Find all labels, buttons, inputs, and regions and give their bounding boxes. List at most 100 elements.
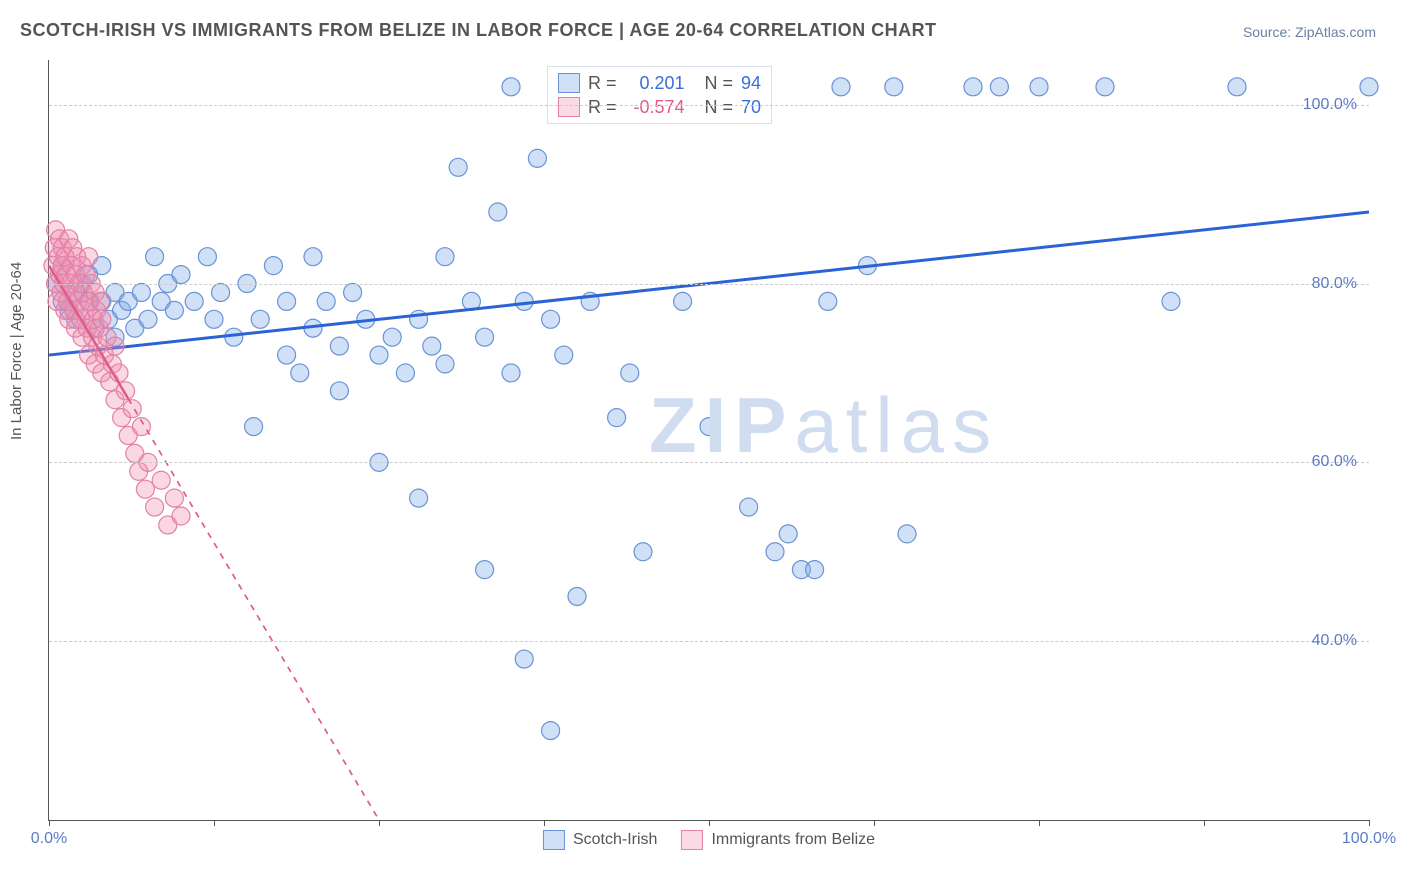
- data-point: [152, 471, 170, 489]
- chart-title: SCOTCH-IRISH VS IMMIGRANTS FROM BELIZE I…: [20, 20, 937, 41]
- data-point: [330, 382, 348, 400]
- data-point: [515, 650, 533, 668]
- data-point: [396, 364, 414, 382]
- x-tick-mark: [544, 820, 545, 826]
- x-tick-label: 100.0%: [1342, 830, 1396, 848]
- data-point: [185, 292, 203, 310]
- data-point: [344, 283, 362, 301]
- data-point: [245, 418, 263, 436]
- data-point: [542, 722, 560, 740]
- n-value: 70: [741, 97, 761, 118]
- data-point: [898, 525, 916, 543]
- data-point: [136, 480, 154, 498]
- data-point: [634, 543, 652, 561]
- y-tick-label: 80.0%: [1312, 275, 1357, 293]
- data-point: [198, 248, 216, 266]
- data-point: [291, 364, 309, 382]
- data-point: [542, 310, 560, 328]
- data-point: [740, 498, 758, 516]
- gridline-horizontal: [49, 284, 1369, 285]
- data-point: [819, 292, 837, 310]
- series-name: Immigrants from Belize: [711, 831, 875, 849]
- data-point: [423, 337, 441, 355]
- source-label: Source:: [1243, 24, 1295, 40]
- y-tick-label: 40.0%: [1312, 632, 1357, 650]
- source-attribution: Source: ZipAtlas.com: [1243, 24, 1376, 40]
- x-tick-mark: [379, 820, 380, 826]
- data-point: [1360, 78, 1378, 96]
- x-tick-label: 0.0%: [31, 830, 67, 848]
- x-tick-mark: [874, 820, 875, 826]
- legend-swatch: [543, 830, 565, 850]
- data-point: [990, 78, 1008, 96]
- x-tick-mark: [1369, 820, 1370, 826]
- n-value: 94: [741, 73, 761, 94]
- data-point: [165, 489, 183, 507]
- y-tick-label: 60.0%: [1312, 453, 1357, 471]
- source-value: ZipAtlas.com: [1295, 24, 1376, 40]
- data-point: [370, 346, 388, 364]
- data-point: [330, 337, 348, 355]
- data-point: [1228, 78, 1246, 96]
- data-point: [139, 310, 157, 328]
- n-label: N =: [705, 73, 734, 94]
- data-point: [212, 283, 230, 301]
- data-point: [251, 310, 269, 328]
- data-point: [132, 283, 150, 301]
- data-point: [476, 328, 494, 346]
- series-legend: Scotch-Irish Immigrants from Belize: [543, 830, 875, 850]
- data-point: [436, 355, 454, 373]
- data-point: [410, 489, 428, 507]
- legend-swatch: [558, 97, 580, 117]
- data-point: [964, 78, 982, 96]
- r-label: R =: [588, 73, 617, 94]
- data-point: [1096, 78, 1114, 96]
- legend-swatch: [558, 73, 580, 93]
- data-point: [146, 498, 164, 516]
- n-label: N =: [705, 97, 734, 118]
- data-point: [1162, 292, 1180, 310]
- x-tick-mark: [49, 820, 50, 826]
- data-point: [278, 292, 296, 310]
- data-point: [172, 266, 190, 284]
- r-value: -0.574: [625, 97, 685, 118]
- data-point: [278, 346, 296, 364]
- data-point: [621, 364, 639, 382]
- legend-row: R = 0.201 N = 94: [558, 71, 761, 95]
- gridline-horizontal: [49, 462, 1369, 463]
- data-point: [449, 158, 467, 176]
- legend-swatch: [681, 830, 703, 850]
- data-point: [528, 149, 546, 167]
- data-point: [106, 337, 124, 355]
- gridline-horizontal: [49, 641, 1369, 642]
- legend-row: R = -0.574 N = 70: [558, 95, 761, 119]
- gridline-horizontal: [49, 105, 1369, 106]
- data-point: [205, 310, 223, 328]
- data-point: [304, 248, 322, 266]
- data-point: [172, 507, 190, 525]
- data-point: [165, 301, 183, 319]
- data-point: [1030, 78, 1048, 96]
- data-point: [568, 587, 586, 605]
- data-point: [436, 248, 454, 266]
- y-axis-label: In Labor Force | Age 20-64: [8, 262, 25, 440]
- data-point: [674, 292, 692, 310]
- r-value: 0.201: [625, 73, 685, 94]
- data-point: [608, 409, 626, 427]
- data-point: [779, 525, 797, 543]
- data-point: [91, 292, 109, 310]
- r-label: R =: [588, 97, 617, 118]
- data-point: [885, 78, 903, 96]
- x-tick-mark: [214, 820, 215, 826]
- data-point: [489, 203, 507, 221]
- data-point: [383, 328, 401, 346]
- data-point: [264, 257, 282, 275]
- data-point: [93, 310, 111, 328]
- data-point: [766, 543, 784, 561]
- data-point: [806, 561, 824, 579]
- chart-plot-area: ZIPatlas R =0.201N =94R =-0.574N =70 Sco…: [48, 60, 1369, 821]
- data-point: [146, 248, 164, 266]
- legend-item: Scotch-Irish: [543, 830, 657, 850]
- data-point: [555, 346, 573, 364]
- correlation-legend: R = 0.201 N = 94 R = -0.574 N = 70: [547, 66, 772, 124]
